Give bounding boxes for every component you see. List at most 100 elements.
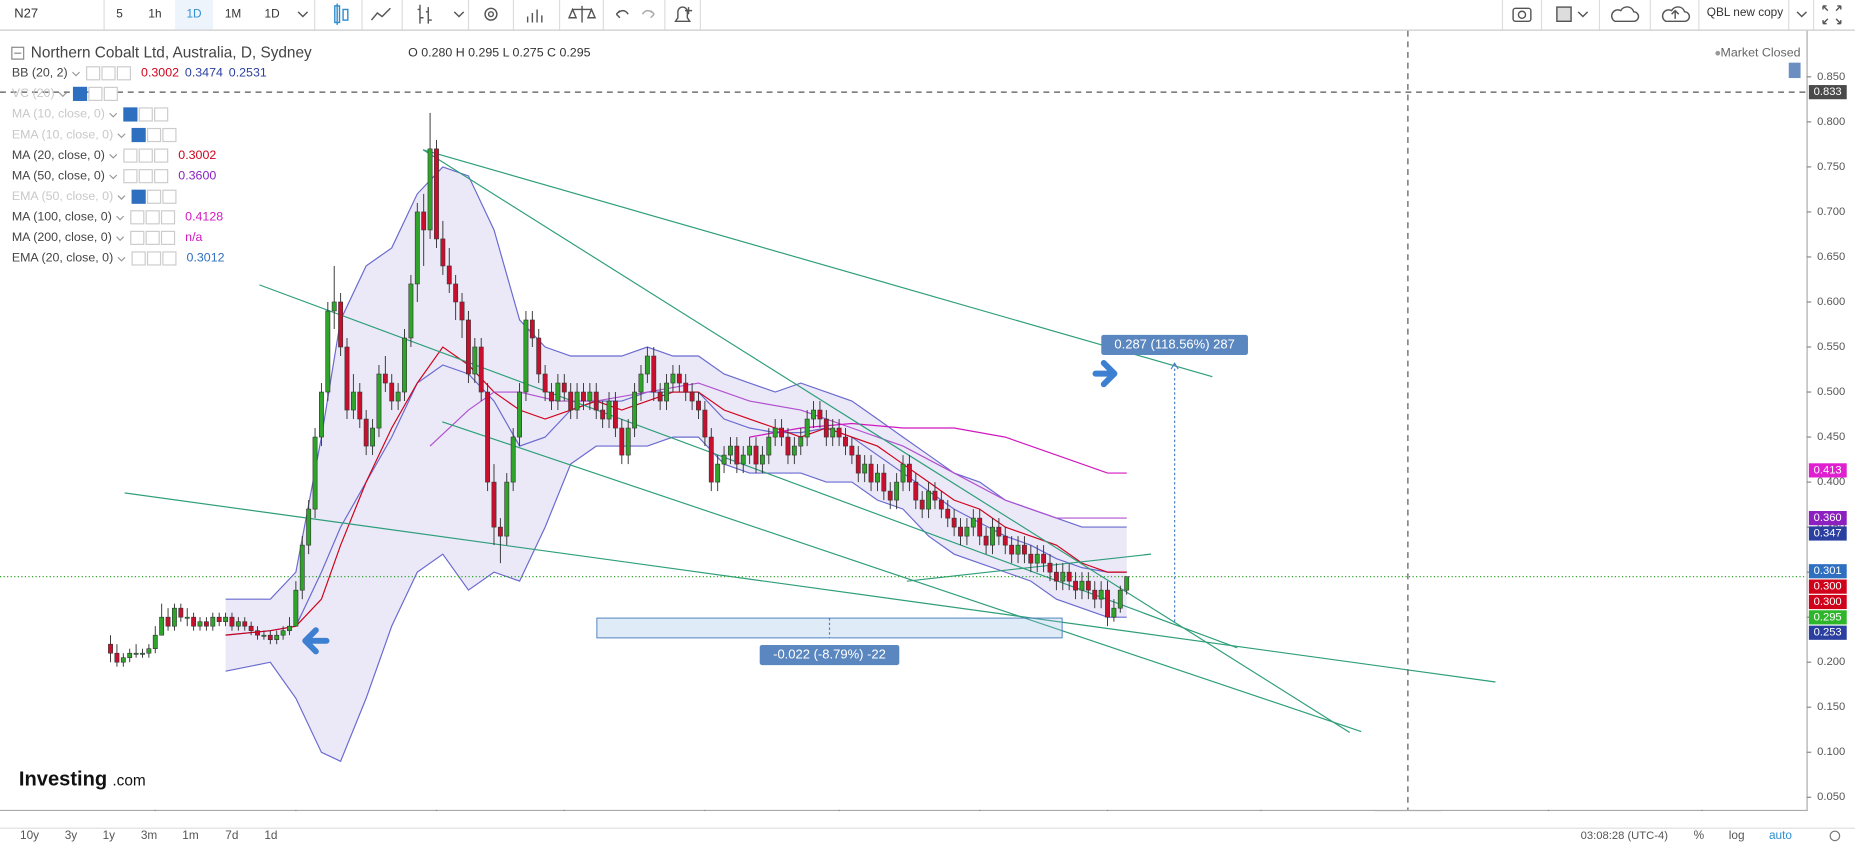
- indicator-control[interactable]: [138, 148, 153, 163]
- indicator-control[interactable]: [154, 107, 169, 122]
- indicator-control[interactable]: [162, 127, 177, 143]
- candle-body: [472, 346, 478, 375]
- indicator-control[interactable]: [130, 210, 145, 225]
- indicator-menu[interactable]: [109, 112, 118, 118]
- candle-body: [529, 319, 535, 339]
- candle-body: [497, 526, 503, 537]
- range-button[interactable]: 1m: [182, 828, 199, 842]
- indicator-control[interactable]: [131, 189, 146, 204]
- settings-icon[interactable]: [1829, 830, 1841, 842]
- candle-body: [325, 310, 331, 393]
- indicator-control[interactable]: [86, 66, 101, 81]
- indicator-control[interactable]: [145, 210, 160, 225]
- range-button[interactable]: 3m: [141, 828, 158, 842]
- scroll-handle[interactable]: [1788, 62, 1801, 79]
- interval-button[interactable]: 1D: [265, 6, 280, 20]
- candle-body: [600, 409, 606, 420]
- indicator-control[interactable]: [103, 86, 118, 101]
- interval-button[interactable]: 1D: [186, 6, 201, 20]
- indicator-control[interactable]: [154, 148, 169, 163]
- candle-body: [651, 355, 657, 393]
- footer: 10y 3y 1y 3m 1m 7d 1d 03:08:28 (UTC-4)% log auto: [0, 811, 1855, 843]
- range-button[interactable]: 3y: [65, 828, 78, 842]
- indicator-control[interactable]: [145, 230, 160, 245]
- candle-body: [1022, 544, 1027, 555]
- indicator-control[interactable]: [123, 169, 138, 184]
- range-button[interactable]: 10y: [20, 828, 39, 842]
- candle-body: [363, 418, 369, 447]
- candle-body: [555, 382, 561, 402]
- indicator-menu[interactable]: [117, 195, 126, 200]
- indicator-control[interactable]: [162, 189, 177, 204]
- indicator-control[interactable]: [130, 230, 145, 245]
- indicator-control[interactable]: [116, 66, 131, 81]
- candle-body: [159, 616, 165, 636]
- indicator-control[interactable]: [101, 66, 116, 81]
- indicator-control[interactable]: [88, 86, 103, 101]
- indicator-value: n/a: [185, 230, 202, 244]
- candle-body: [255, 630, 260, 636]
- candle-body: [172, 607, 177, 627]
- range-button[interactable]: 7d: [225, 828, 238, 842]
- moving-average: [429, 382, 1127, 519]
- indicator-control[interactable]: [154, 169, 169, 184]
- layout-name[interactable]: QBL new copy: [1707, 5, 1783, 19]
- candle-body: [203, 621, 209, 627]
- candle-body: [140, 652, 145, 655]
- indicator-menu[interactable]: [117, 256, 126, 262]
- candle-body: [389, 382, 395, 402]
- candle-body: [804, 418, 810, 438]
- candle-body: [280, 630, 286, 636]
- price-label: 0.360: [1814, 512, 1842, 524]
- symbol[interactable]: N27: [14, 6, 38, 21]
- toolbar-icons[interactable]: [297, 3, 1842, 25]
- indicator-menu[interactable]: [116, 236, 125, 242]
- candle-body: [344, 346, 350, 411]
- range-button[interactable]: 1d: [264, 828, 277, 842]
- y-tick-label: 0.450: [1817, 431, 1845, 443]
- indicator-menu[interactable]: [72, 71, 80, 77]
- indicator-control[interactable]: [160, 210, 176, 225]
- indicator-control[interactable]: [162, 251, 177, 266]
- indicator-control[interactable]: [146, 127, 162, 143]
- candle-body: [1066, 571, 1072, 582]
- candle-body: [517, 391, 522, 438]
- indicator-control[interactable]: [131, 251, 146, 266]
- indicator-control[interactable]: [146, 189, 162, 204]
- candle-body: [894, 481, 900, 501]
- candle-body: [242, 621, 248, 627]
- candle-body: [350, 391, 356, 411]
- indicator-control[interactable]: [131, 127, 146, 143]
- candle-body: [721, 454, 727, 465]
- candle-body: [977, 517, 983, 537]
- symbol-title: Northern Cobalt Ltd, Australia, D, Sydne…: [31, 44, 312, 61]
- interval-button[interactable]: 1h: [148, 6, 161, 20]
- collapse-box[interactable]: [11, 46, 25, 60]
- indicator-menu[interactable]: [109, 174, 118, 180]
- indicator-control[interactable]: [138, 107, 153, 122]
- indicator-value: 0.3002: [178, 148, 216, 162]
- indicator-control[interactable]: [138, 169, 153, 184]
- scale-option[interactable]: log: [1729, 828, 1745, 842]
- interval-button[interactable]: 1M: [225, 6, 241, 20]
- candle-body: [229, 616, 235, 627]
- scale-option[interactable]: auto: [1769, 828, 1792, 842]
- candle-body: [127, 652, 133, 658]
- candle-body: [1060, 571, 1066, 582]
- indicator-control[interactable]: [146, 251, 162, 266]
- interval-button[interactable]: 5: [116, 6, 123, 20]
- scale-option[interactable]: %: [1694, 828, 1705, 842]
- indicator-control[interactable]: [160, 230, 176, 245]
- indicator-control[interactable]: [72, 86, 88, 101]
- indicator-menu[interactable]: [116, 215, 125, 221]
- crosshair-price-label: 0.833: [1814, 86, 1842, 98]
- candle-body: [478, 346, 484, 393]
- candle-body: [1034, 553, 1040, 564]
- range-button[interactable]: 1y: [103, 828, 116, 842]
- indicator-menu[interactable]: [117, 133, 126, 139]
- indicator-menu[interactable]: [58, 92, 67, 98]
- indicator-menu[interactable]: [109, 153, 118, 159]
- indicator-control[interactable]: [123, 107, 138, 122]
- indicator-control[interactable]: [123, 148, 138, 163]
